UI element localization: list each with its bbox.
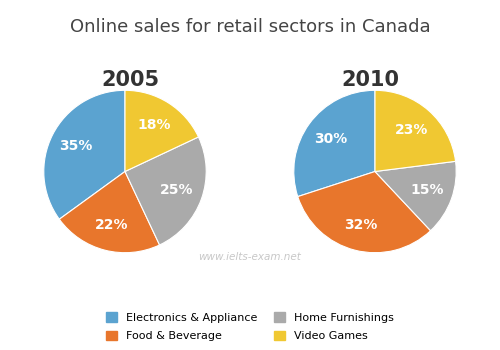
Wedge shape <box>44 90 125 219</box>
Text: 23%: 23% <box>395 123 428 137</box>
Wedge shape <box>298 172 430 253</box>
Text: 35%: 35% <box>59 139 92 153</box>
Wedge shape <box>60 172 160 253</box>
Legend: Electronics & Appliance, Food & Beverage, Home Furnishings, Video Games: Electronics & Appliance, Food & Beverage… <box>102 309 398 344</box>
Wedge shape <box>375 161 456 231</box>
Text: 22%: 22% <box>94 218 128 232</box>
Text: Online sales for retail sectors in Canada: Online sales for retail sectors in Canad… <box>70 18 430 35</box>
Text: 2005: 2005 <box>101 70 159 90</box>
Text: www.ielts-exam.net: www.ielts-exam.net <box>198 252 302 262</box>
Text: 18%: 18% <box>138 118 172 132</box>
Text: 2010: 2010 <box>341 70 399 90</box>
Text: 32%: 32% <box>344 218 378 232</box>
Wedge shape <box>125 90 198 172</box>
Text: 15%: 15% <box>410 183 444 197</box>
Text: 25%: 25% <box>160 183 194 197</box>
Wedge shape <box>125 137 206 245</box>
Wedge shape <box>375 90 456 172</box>
Wedge shape <box>294 90 375 197</box>
Text: 30%: 30% <box>314 132 347 146</box>
